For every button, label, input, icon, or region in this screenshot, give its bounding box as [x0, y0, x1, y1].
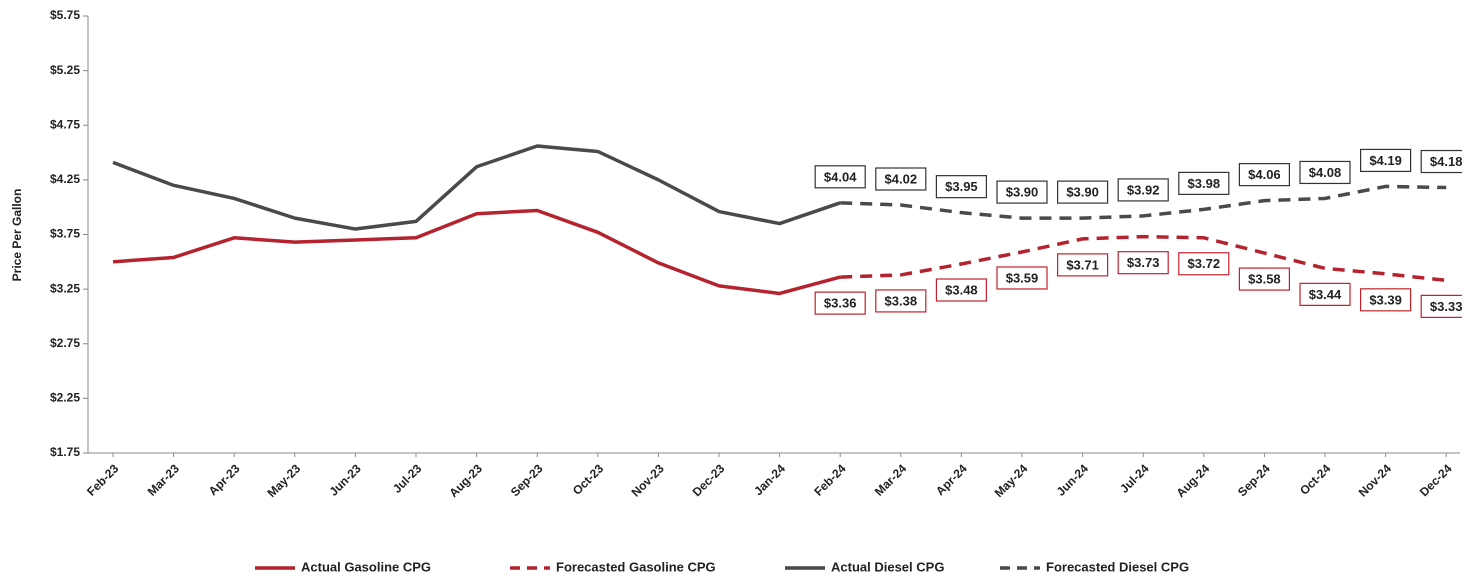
x-tick-label: Mar-24 — [872, 461, 909, 498]
x-tick-label: Mar-23 — [145, 461, 182, 498]
x-tick-label: Oct-24 — [1297, 461, 1334, 498]
x-tick-label: May-23 — [264, 461, 303, 500]
x-tick-label: Apr-24 — [933, 461, 970, 498]
data-label: $3.38 — [885, 293, 918, 308]
data-label: $3.92 — [1127, 182, 1160, 197]
x-tick-label: Jan-24 — [751, 461, 788, 498]
y-tick-label: $4.25 — [50, 172, 80, 186]
y-tick-label: $2.25 — [50, 391, 80, 405]
x-tick-label: Sep-23 — [508, 461, 546, 499]
x-tick-label: Aug-23 — [446, 461, 485, 500]
series-line — [112, 144, 841, 231]
data-label-box — [1117, 251, 1169, 275]
data-label-box — [1420, 294, 1462, 318]
x-tick-label: Jul-24 — [1117, 461, 1152, 496]
data-label: $4.06 — [1248, 167, 1281, 182]
data-label-box — [814, 291, 866, 315]
legend-label: Forecasted Gasoline CPG — [556, 559, 716, 574]
x-tick-label: Oct-23 — [570, 461, 607, 498]
data-label-box — [1359, 148, 1412, 173]
y-tick-label: $4.75 — [50, 117, 80, 131]
data-label-box — [1299, 282, 1351, 306]
x-tick-label: Feb-23 — [84, 461, 121, 498]
x-tick-label: Dec-23 — [690, 461, 728, 499]
x-tick-label: Nov-24 — [1356, 461, 1394, 499]
data-label: $3.73 — [1127, 255, 1160, 270]
data-label: $3.48 — [945, 282, 978, 297]
data-label-box — [875, 289, 927, 313]
series-line — [840, 184, 1447, 220]
x-tick-label: Apr-23 — [206, 461, 243, 498]
y-tick-label: $3.25 — [50, 281, 80, 295]
data-label-box — [996, 180, 1048, 204]
x-tick-label: May-24 — [992, 461, 1031, 500]
data-label: $3.98 — [1188, 176, 1221, 191]
y-tick-label: $1.75 — [50, 445, 80, 459]
data-label: $4.19 — [1369, 153, 1402, 168]
data-label: $3.90 — [1066, 185, 1099, 200]
data-label: $3.95 — [945, 179, 978, 194]
y-tick-label: $2.75 — [50, 336, 80, 350]
data-label: $4.04 — [824, 169, 857, 184]
data-label: $3.72 — [1188, 256, 1221, 271]
data-label-box — [1178, 171, 1230, 195]
data-label-box — [1238, 267, 1291, 291]
data-label-box — [1056, 180, 1109, 204]
data-label-box — [935, 278, 988, 302]
x-tick-label: Jun-23 — [327, 461, 364, 498]
data-label-box — [1056, 253, 1109, 277]
y-tick-label: $5.75 — [50, 8, 80, 22]
legend-label: Forecasted Diesel CPG — [1046, 559, 1189, 574]
data-label: $3.33 — [1430, 299, 1462, 314]
data-label-box — [875, 167, 927, 191]
x-tick-label: Dec-24 — [1417, 461, 1455, 499]
data-label-box — [1420, 149, 1462, 174]
data-label: $4.08 — [1309, 165, 1342, 180]
data-label-box — [1359, 288, 1412, 312]
data-label: $3.71 — [1066, 257, 1099, 272]
data-label: $3.36 — [824, 296, 857, 311]
y-axis-label: Price Per Gallon — [10, 189, 24, 282]
data-label: $3.90 — [1006, 185, 1039, 200]
data-label-box — [935, 175, 988, 199]
data-label: $4.18 — [1430, 154, 1462, 169]
legend-label: Actual Gasoline CPG — [301, 559, 431, 574]
x-tick-label: Sep-24 — [1235, 461, 1273, 499]
y-tick-label: $3.75 — [50, 227, 80, 241]
data-label: $4.02 — [885, 171, 918, 186]
x-tick-label: Jun-24 — [1054, 461, 1091, 498]
data-label-box — [1117, 178, 1169, 202]
data-label-box — [1178, 252, 1230, 276]
series-line — [840, 234, 1447, 283]
data-label-box — [1299, 160, 1351, 185]
data-label: $3.58 — [1248, 272, 1281, 287]
x-tick-label: Aug-24 — [1174, 461, 1213, 500]
x-tick-label: Feb-24 — [811, 461, 848, 498]
x-tick-label: Jul-23 — [390, 461, 425, 496]
data-label-box — [1238, 163, 1291, 187]
x-tick-label: Nov-23 — [629, 461, 667, 499]
data-label: $3.39 — [1369, 292, 1402, 307]
y-tick-label: $5.25 — [50, 63, 80, 77]
data-label-box — [996, 266, 1048, 290]
data-label: $3.59 — [1006, 270, 1039, 285]
series-line — [112, 208, 841, 296]
data-label: $3.44 — [1309, 287, 1342, 302]
data-label-box — [814, 165, 866, 189]
legend-label: Actual Diesel CPG — [831, 559, 944, 574]
